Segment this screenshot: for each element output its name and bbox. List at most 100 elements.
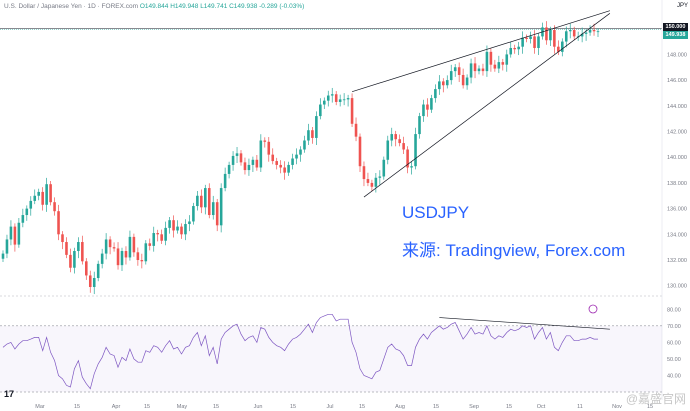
price-tick-label: 144.000	[667, 104, 687, 110]
candle-body	[323, 100, 326, 105]
candle-body	[461, 74, 465, 86]
candle-body	[465, 77, 469, 86]
candle-body	[21, 215, 25, 223]
price-tick-label: 142.000	[667, 130, 687, 136]
candle-body	[65, 242, 68, 255]
candle-body	[362, 166, 366, 180]
candle-body	[41, 191, 44, 205]
time-tick-label: Jul	[326, 404, 333, 410]
candle-body	[410, 166, 413, 168]
candle-body	[275, 161, 278, 165]
candle-body	[188, 221, 191, 225]
candle-body	[160, 234, 163, 241]
candle-body	[283, 167, 286, 173]
candle-body	[235, 153, 239, 156]
candle-body	[584, 32, 588, 34]
price-tick-label: 130.000	[667, 284, 687, 290]
price-tag-last: 149.938	[663, 31, 688, 39]
annotation-source: 来源: Tradingview, Forex.com	[402, 241, 626, 260]
candle-body	[453, 67, 457, 72]
candle-body	[196, 195, 199, 207]
time-tick-label: Sep	[469, 404, 479, 410]
candle-body	[61, 234, 64, 243]
candle-body	[223, 173, 227, 189]
candle-body	[326, 95, 330, 101]
candle-body	[517, 46, 520, 50]
time-tick-label: May	[177, 404, 188, 410]
candle-body	[422, 104, 425, 117]
price-tick-label: 132.000	[667, 258, 687, 264]
price-tag-upper: 150.000	[663, 23, 688, 31]
symbol-header[interactable]: U.S. Dollar / Japanese Yen · 1D · FOREX.…	[4, 3, 304, 10]
candle-body	[509, 47, 513, 55]
candle-body	[128, 236, 132, 258]
symbol-label[interactable]: U.S. Dollar / Japanese Yen · 1D · FOREX.…	[4, 3, 139, 10]
candle-body	[449, 71, 453, 81]
time-tick-label: Mar	[35, 404, 45, 410]
price-tick-label: 136.000	[667, 207, 687, 213]
tradingview-logo[interactable]: 17	[4, 389, 15, 399]
rsi-tick-label: 40.00	[667, 373, 681, 379]
candle-body	[588, 29, 592, 33]
candle-body	[525, 37, 528, 39]
candle-body	[402, 143, 405, 150]
candle-body	[493, 64, 497, 69]
candle-body	[100, 253, 104, 264]
candle-body	[505, 54, 509, 65]
candle-body	[17, 222, 21, 245]
candle-body	[120, 251, 124, 266]
time-axis[interactable]: Mar 15 Apr 15 May 15 Jun 15 Jul 15 Aug 15 Sep 15 Oct 11…	[35, 404, 653, 410]
candle-body	[386, 140, 390, 160]
time-tick-label: 15	[506, 404, 512, 410]
candle-body	[418, 116, 421, 135]
candle-body	[144, 243, 148, 262]
candle-body	[231, 155, 235, 165]
candle-body	[390, 134, 394, 141]
candle-body	[442, 81, 445, 86]
candle-body	[370, 182, 374, 187]
candle-body	[156, 233, 159, 235]
price-axis[interactable]: 130.000 132.000 134.000 136.000 138.000 140.0…	[661, 0, 687, 400]
candle-body	[311, 130, 314, 138]
candle-body	[227, 164, 231, 174]
candle-body	[529, 36, 532, 39]
candle-body	[366, 179, 370, 183]
candle-body	[5, 239, 9, 254]
candle-body	[37, 191, 40, 196]
candle-body	[592, 29, 596, 32]
time-tick-label: 15	[74, 404, 80, 410]
candle-body	[184, 224, 187, 235]
currency-label: JPY	[676, 3, 688, 9]
candle-body	[9, 226, 13, 240]
candle-body	[580, 33, 584, 37]
candle-body	[303, 140, 306, 150]
time-tick-label: Aug	[395, 404, 405, 410]
candle-body	[434, 89, 437, 99]
candle-body	[279, 164, 282, 168]
candle-body	[200, 195, 203, 208]
candle-body	[53, 202, 56, 212]
candle-body	[291, 158, 294, 165]
candle-body	[457, 67, 461, 75]
time-tick-label: Nov	[612, 404, 622, 410]
candle-body	[108, 239, 112, 248]
candle-body	[338, 99, 342, 102]
candle-body	[45, 184, 48, 205]
candle-body	[406, 149, 409, 168]
candle-body	[430, 98, 433, 110]
candle-body	[204, 188, 207, 208]
candle-body	[414, 134, 417, 167]
price-tick-label: 146.000	[667, 78, 687, 84]
candle-body	[473, 63, 477, 72]
candle-body	[485, 51, 489, 72]
candle-body	[243, 162, 247, 171]
candle-body	[88, 275, 92, 288]
rsi-pane[interactable]: 80.00 70.00 60.00 50.00 40.00	[0, 304, 681, 393]
candle-body	[271, 154, 275, 162]
candle-body	[116, 248, 120, 266]
candle-body	[445, 80, 449, 86]
annotation-title: USDJPY	[402, 203, 470, 222]
candle-body	[207, 188, 211, 216]
price-tick-label: 148.000	[667, 52, 687, 58]
